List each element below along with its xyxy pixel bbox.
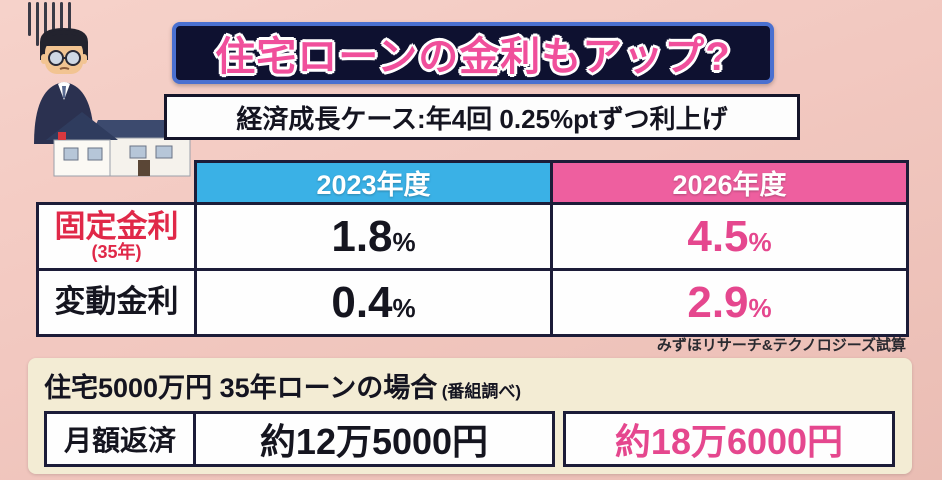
- header-2023-cell: 2023年度: [194, 160, 553, 205]
- scenario-subtitle: 経済成長ケース:年4回 0.25%ptずつ利上げ: [236, 103, 728, 134]
- fixed-rate-2023-value: 1.8: [331, 211, 393, 261]
- fixed-rate-label-cell: 固定金利 (35年): [36, 202, 197, 271]
- table-header-row: 2023年度 2026年度: [38, 160, 909, 205]
- variable-rate-2026-value: 2.9: [687, 277, 749, 327]
- monthly-repayment-label-box: 月額返済: [44, 411, 196, 467]
- page-title: 住宅ローンの金利もアップ?: [215, 35, 731, 79]
- variable-rate-label-cell: 変動金利: [36, 268, 197, 337]
- percent-sign: %: [748, 226, 772, 257]
- percent-sign: %: [392, 226, 416, 257]
- header-2026-label: 2026年度: [672, 170, 787, 200]
- interest-rate-table: 2023年度 2026年度 固定金利 (35年) 1.8% 4.5%: [36, 160, 909, 337]
- fixed-rate-2023-cell: 1.8%: [194, 202, 553, 271]
- fixed-rate-2026-cell: 4.5%: [550, 202, 909, 271]
- repayment-heading: 住宅5000万円 35年ローンの場合 (番組調べ): [44, 366, 898, 405]
- gloom-lines-decoration: [28, 2, 71, 48]
- percent-sign: %: [392, 292, 416, 323]
- monthly-repayment-label: 月額返済: [63, 425, 176, 456]
- header-spacer-cell: [38, 162, 196, 204]
- variable-rate-2023-value: 0.4: [331, 277, 393, 327]
- repayment-heading-text: 住宅5000万円 35年ローンの場合: [44, 373, 438, 403]
- header-2026-cell: 2026年度: [550, 160, 909, 205]
- monthly-repayment-2023-box: 約12万5000円: [193, 411, 555, 467]
- title-banner: 住宅ローンの金利もアップ?: [172, 22, 774, 84]
- monthly-repayment-2026-box: 約18万6000円: [563, 411, 895, 467]
- source-credit: みずほリサーチ&テクノロジーズ試算: [656, 337, 906, 354]
- variable-rate-label: 変動金利: [54, 284, 179, 320]
- header-2023-label: 2023年度: [316, 170, 431, 200]
- fixed-rate-label-sub: (35年): [91, 242, 142, 263]
- percent-sign: %: [748, 292, 772, 323]
- fixed-rate-2026-value: 4.5: [687, 211, 749, 261]
- monthly-repayment-2023-value: 約12万5000円: [259, 421, 489, 462]
- fixed-rate-label: 固定金利: [54, 208, 179, 244]
- table-row-variable-rate: 変動金利 0.4% 2.9%: [36, 268, 909, 337]
- repayment-row: 月額返済 約12万5000円 約18万6000円: [44, 411, 898, 467]
- scenario-subtitle-box: 経済成長ケース:年4回 0.25%ptずつ利上げ: [164, 94, 800, 140]
- monthly-repayment-2026-value: 約18万6000円: [614, 421, 844, 462]
- repayment-panel: 住宅5000万円 35年ローンの場合 (番組調べ) 月額返済 約12万5000円…: [28, 358, 912, 474]
- variable-rate-2023-cell: 0.4%: [194, 268, 553, 337]
- variable-rate-2026-cell: 2.9%: [550, 268, 909, 337]
- table-row-fixed-rate: 固定金利 (35年) 1.8% 4.5%: [36, 202, 909, 271]
- repayment-heading-note: (番組調べ): [441, 382, 522, 401]
